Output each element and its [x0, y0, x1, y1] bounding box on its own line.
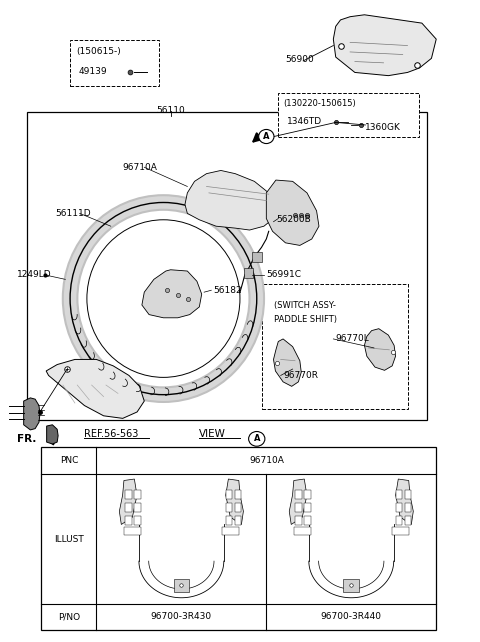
Bar: [70, 40, 158, 86]
Bar: [226, 490, 232, 499]
Bar: [235, 490, 241, 499]
Bar: [405, 503, 411, 512]
Text: 1360GK: 1360GK: [365, 123, 401, 132]
Bar: [222, 526, 239, 535]
Polygon shape: [185, 171, 276, 230]
Bar: [304, 490, 311, 499]
Ellipse shape: [259, 130, 274, 144]
Bar: [125, 490, 132, 499]
Bar: [235, 503, 241, 512]
Bar: [295, 490, 301, 499]
Polygon shape: [289, 479, 307, 525]
Bar: [125, 516, 132, 525]
Text: A: A: [263, 132, 270, 141]
Bar: [304, 503, 311, 512]
Bar: [41, 447, 436, 630]
Bar: [252, 252, 262, 262]
Text: REF.56-563: REF.56-563: [84, 429, 139, 438]
Bar: [396, 490, 402, 499]
Bar: [304, 516, 311, 525]
Polygon shape: [274, 339, 301, 386]
Text: 56991C: 56991C: [266, 270, 301, 279]
Text: PNC: PNC: [60, 456, 78, 465]
Text: VIEW: VIEW: [199, 429, 226, 438]
Text: 56200B: 56200B: [276, 215, 311, 224]
Text: 56900: 56900: [286, 55, 314, 64]
Polygon shape: [47, 425, 58, 444]
Text: 96770L: 96770L: [336, 334, 370, 343]
Bar: [295, 503, 301, 512]
Bar: [124, 526, 141, 535]
Polygon shape: [46, 360, 144, 419]
Text: P/NO: P/NO: [58, 612, 80, 621]
Text: 49139: 49139: [79, 67, 108, 76]
Polygon shape: [333, 15, 436, 76]
Bar: [294, 526, 311, 535]
Text: 96700-3R440: 96700-3R440: [321, 612, 382, 621]
Bar: [134, 490, 141, 499]
Text: (SWITCH ASSY-: (SWITCH ASSY-: [274, 300, 336, 309]
Polygon shape: [142, 270, 202, 318]
Text: 96770R: 96770R: [283, 371, 318, 380]
Bar: [344, 578, 359, 592]
Bar: [262, 284, 408, 410]
Text: PADDLE SHIFT): PADDLE SHIFT): [274, 315, 336, 324]
Bar: [392, 526, 409, 535]
Text: 56110: 56110: [156, 107, 185, 116]
Text: 1249LD: 1249LD: [17, 270, 52, 279]
Bar: [27, 112, 427, 421]
Bar: [134, 516, 141, 525]
Text: (130220-150615): (130220-150615): [283, 100, 356, 108]
Bar: [396, 516, 402, 525]
Polygon shape: [364, 329, 396, 370]
Text: 96710A: 96710A: [249, 456, 284, 465]
Polygon shape: [24, 398, 40, 430]
Text: 56111D: 56111D: [56, 209, 91, 218]
Bar: [295, 516, 301, 525]
Bar: [134, 503, 141, 512]
Polygon shape: [396, 479, 413, 525]
Text: A: A: [253, 435, 260, 444]
Bar: [226, 516, 232, 525]
Text: (150615-): (150615-): [76, 48, 120, 56]
Text: 96710A: 96710A: [123, 163, 157, 172]
Ellipse shape: [249, 431, 265, 446]
Polygon shape: [120, 479, 137, 525]
Bar: [244, 268, 253, 278]
Polygon shape: [266, 180, 319, 245]
Bar: [396, 503, 402, 512]
Polygon shape: [226, 479, 243, 525]
Text: 96700-3R430: 96700-3R430: [151, 612, 212, 621]
Bar: [405, 490, 411, 499]
Text: 56182: 56182: [214, 286, 242, 295]
Bar: [235, 516, 241, 525]
Bar: [226, 503, 232, 512]
Text: ILLUST: ILLUST: [54, 535, 84, 544]
Text: 1346TD: 1346TD: [287, 117, 322, 126]
Bar: [174, 578, 189, 592]
Bar: [125, 503, 132, 512]
Bar: [278, 93, 420, 137]
Bar: [405, 516, 411, 525]
Text: FR.: FR.: [17, 434, 37, 444]
